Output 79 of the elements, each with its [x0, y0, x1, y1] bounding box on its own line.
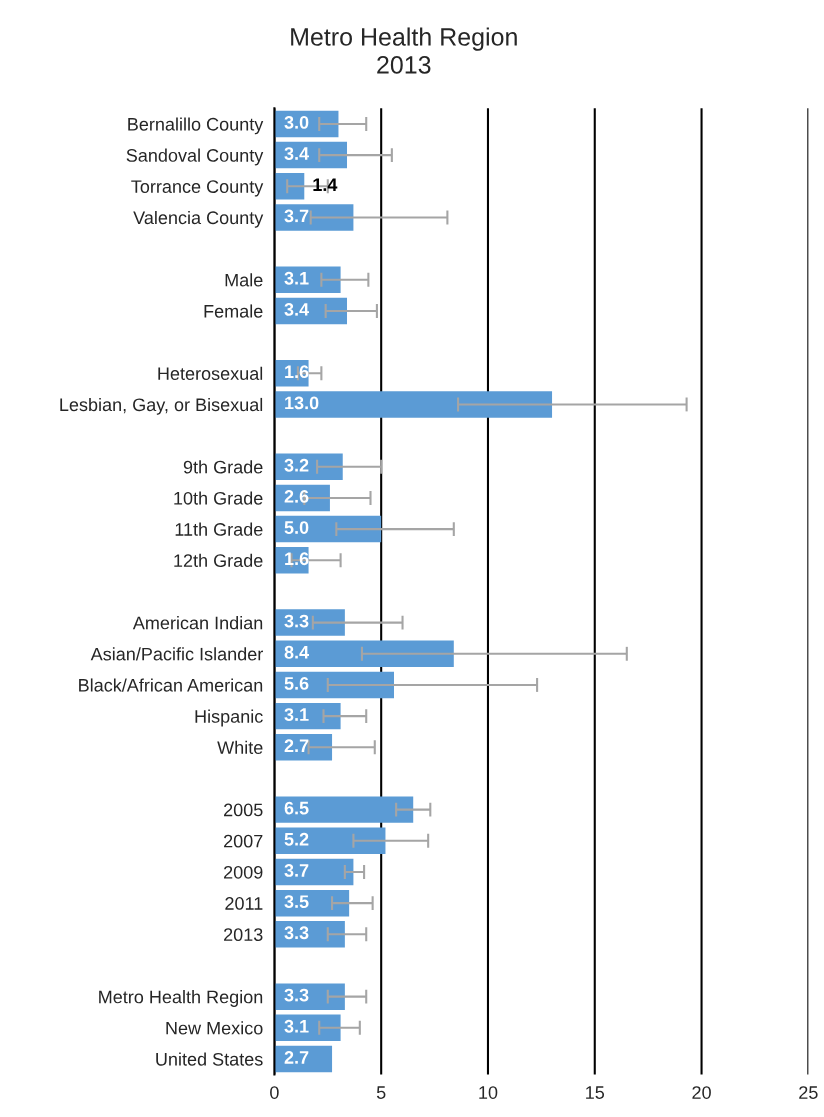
- data-label: 3.3: [284, 926, 309, 940]
- data-label: 1.6: [285, 365, 309, 379]
- data-label: 3.0: [284, 115, 309, 129]
- y-tick-label: 9th Grade: [183, 460, 263, 474]
- y-tick-label: Valencia County: [133, 210, 264, 228]
- bar: [274, 983, 345, 1010]
- bar: [274, 1045, 333, 1073]
- y-tick-label: New Mexico: [166, 1021, 263, 1035]
- bar: [274, 266, 341, 294]
- y-tick-label: White: [217, 740, 263, 755]
- y-tick-label: United States: [156, 1052, 263, 1066]
- y-tick-label: Torrance County: [131, 180, 264, 197]
- data-label: 3.1: [284, 271, 309, 285]
- data-label: 5.2: [284, 832, 309, 846]
- data-label: 2.7: [284, 1051, 309, 1064]
- bar: [274, 1014, 341, 1042]
- data-label: 3.3: [284, 614, 309, 628]
- y-tick-label: 2009: [224, 865, 263, 879]
- y-tick-label: 12th Grade: [174, 553, 263, 567]
- bar: [274, 515, 382, 543]
- data-label: 3.7: [284, 209, 309, 223]
- bar: [274, 889, 350, 917]
- y-tick-label: 2011: [225, 897, 263, 910]
- y-tick-label: Black/African American: [79, 678, 263, 692]
- bar: [274, 173, 305, 200]
- chart-title: Metro Health Region: [291, 27, 517, 51]
- x-tick-label: 25: [799, 1086, 818, 1099]
- y-tick-label: Female: [204, 304, 263, 318]
- bar: [274, 391, 553, 418]
- bar: [274, 858, 354, 886]
- y-tick-label: American Indian: [132, 616, 263, 630]
- bar: [274, 796, 414, 823]
- data-label: 8.4: [284, 645, 310, 659]
- bar: [274, 609, 345, 636]
- x-tick-label: 5: [376, 1086, 386, 1099]
- y-tick-label: Lesbian, Gay, or Bisexual: [60, 397, 263, 415]
- data-label: 3.1: [284, 1019, 309, 1033]
- data-label: 1.4: [313, 178, 338, 191]
- y-tick-label: 2013: [224, 928, 263, 942]
- data-label: 3.7: [284, 864, 309, 877]
- bar: [274, 921, 345, 948]
- data-label: 3.2: [284, 458, 309, 472]
- bar: [274, 204, 354, 231]
- x-tick-label: 15: [586, 1086, 605, 1099]
- data-label: 2.7: [284, 739, 309, 752]
- data-label: 3.4: [284, 147, 310, 160]
- bar: [274, 827, 386, 855]
- data-label: 3.3: [284, 988, 309, 1002]
- y-tick-label: 11th Grade: [175, 522, 263, 536]
- y-tick-label: Hispanic: [195, 709, 263, 727]
- data-label: 6.5: [284, 801, 309, 815]
- y-tick-label: Sandoval County: [126, 148, 264, 166]
- data-label: 13.0: [285, 396, 319, 410]
- x-tick-label: 20: [692, 1086, 711, 1099]
- y-tick-label: 10th Grade: [174, 491, 263, 505]
- y-tick-label: Male: [225, 273, 263, 287]
- data-label: 2.6: [284, 490, 309, 503]
- x-tick-label: 10: [479, 1086, 498, 1099]
- chart-subtitle: 2013: [377, 56, 431, 74]
- data-label: 3.1: [284, 708, 309, 721]
- data-label: 5.6: [284, 677, 309, 690]
- y-tick-label: Metro Health Region: [99, 990, 263, 1007]
- bar: [274, 453, 343, 481]
- y-tick-label: Asian/Pacific Islander: [90, 647, 263, 661]
- bar: [274, 734, 333, 761]
- data-label: 1.6: [285, 552, 309, 566]
- bar: [274, 141, 348, 169]
- y-tick-label: Heterosexual: [158, 366, 263, 380]
- bar: [274, 702, 341, 730]
- data-label: 5.0: [284, 521, 309, 534]
- bar: [274, 297, 348, 325]
- data-label: 3.4: [284, 303, 310, 316]
- data-label: 3.5: [284, 895, 309, 908]
- y-tick-label: 2007: [224, 834, 263, 848]
- bar: [274, 671, 394, 699]
- y-tick-label: 2005: [224, 803, 263, 817]
- x-tick-label: 0: [270, 1086, 279, 1099]
- y-tick-label: Bernalillo County: [128, 117, 264, 135]
- bar: [274, 640, 454, 668]
